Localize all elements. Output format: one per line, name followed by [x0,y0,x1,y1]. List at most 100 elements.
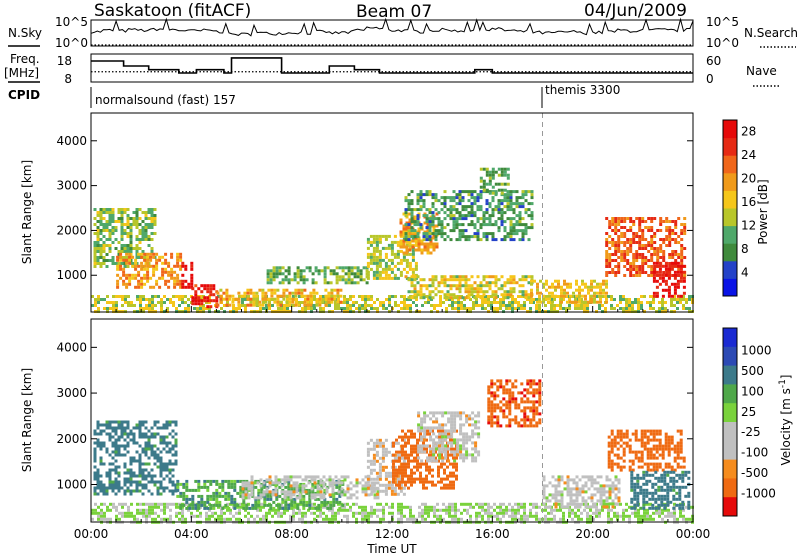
pixel-power-6 [305,278,309,282]
pixel-power-7 [375,249,379,253]
pixel-power-2 [155,252,159,256]
pixel-velocity-1 [114,465,118,469]
pixel-power-2 [176,258,180,262]
pixel-power-9 [503,296,507,300]
pixel-power-2 [158,285,162,289]
pixel-velocity-0 [268,508,271,512]
pixel-power-13 [644,247,648,250]
pixel-power-0 [562,298,565,301]
pixel-velocity-2 [332,500,336,504]
pixel-power-13 [656,229,660,232]
pixel-power-2 [164,261,168,265]
pixel-velocity-1 [102,441,106,445]
pixel-velocity-0 [589,508,592,512]
pixel-power-10 [506,208,510,212]
pixel-power-5 [273,288,277,292]
pixel-power-7 [384,276,388,280]
pixel-velocity-1 [150,474,154,478]
pixel-velocity-0 [448,508,451,512]
pixel-power-10 [461,199,465,203]
pixel-power-0 [112,301,115,304]
pixel-power-1 [120,214,124,217]
pixel-power-10 [482,211,486,215]
pixel-power-10 [476,196,480,200]
pixel-power-7 [390,240,394,244]
pixel-power-2 [128,258,132,262]
pixel-velocity-0 [319,508,322,512]
pixel-velocity-0 [223,505,226,509]
pixel-velocity-1 [117,483,121,487]
pixel-velocity-5 [404,453,407,457]
pixel-power-12 [554,294,557,298]
pixel-velocity-0 [115,514,118,518]
pixel-power-14 [673,288,677,292]
pixel-velocity-4 [381,453,385,457]
pixel-velocity-1 [114,477,118,481]
pixel-power-8 [435,212,439,216]
pixel-power-13 [644,256,648,259]
pixel-power-6 [359,275,363,279]
pixel-velocity-4 [393,456,397,460]
pixel-power-7 [393,240,397,244]
pixel-power-14 [658,267,662,271]
pixel-power-10 [509,226,513,230]
pixel-power-10 [428,220,432,224]
pixel-power-12 [551,294,554,298]
pixel-velocity-0 [562,517,565,521]
pixel-velocity-1 [126,426,130,430]
pixel-power-0 [157,295,160,298]
pixel-power-0 [562,307,565,310]
pixel-power-10 [509,196,513,200]
pixel-velocity-0 [451,514,454,518]
pixel-power-0 [388,301,391,304]
pixel-velocity-5 [425,486,428,490]
pixel-power-10 [416,223,420,227]
pixel-velocity-1 [102,483,106,487]
pixel-power-6 [296,269,300,273]
pixel-power-13 [683,217,687,220]
pixel-velocity-0 [553,517,556,521]
pixel-velocity-0 [526,517,529,521]
pixel-power-8 [435,242,439,246]
pixel-power-5 [324,294,328,298]
pixel-power-13 [662,241,666,244]
pixel-power-9 [521,275,525,279]
pixel-power-5 [309,297,313,301]
pixel-power-0 [475,298,478,301]
pixel-power-11 [488,176,492,180]
pixel-velocity-3 [322,493,326,497]
pixel-power-9 [449,284,453,288]
pixel-power-10 [512,232,516,236]
pixel-velocity-0 [106,517,109,521]
pixel-power-0 [238,295,241,298]
pixel-power-13 [644,244,648,247]
pixel-velocity-0 [589,514,592,518]
pixel-power-9 [482,293,486,297]
pixel-velocity-3 [250,478,254,482]
pixel-power-9 [509,281,513,285]
pixel-power-0 [349,304,352,307]
pixel-power-0 [244,304,247,307]
pixel-velocity-0 [571,517,574,521]
pixel-velocity-1 [168,489,172,493]
pixel-power-6 [326,266,330,270]
pixel-velocity-5 [434,456,437,460]
pixel-power-10 [410,199,414,203]
pixel-power-1 [117,208,121,211]
pixel-velocity-1 [156,489,160,493]
pixel-power-1 [117,253,121,256]
pixel-power-0 [493,298,496,301]
pixel-velocity-0 [661,517,664,521]
pixel-velocity-0 [238,502,241,506]
pixel-velocity-0 [433,511,436,515]
pixel-power-12 [584,282,587,286]
pixel-velocity-0 [334,511,337,515]
pixel-power-5 [225,288,229,292]
pixel-velocity-3 [322,496,326,500]
pixel-velocity-5 [428,453,431,457]
pixel-power-10 [419,196,423,200]
pixel-velocity-4 [378,483,382,487]
pixel-power-14 [673,282,677,286]
pixel-power-10 [407,193,411,197]
pixel-velocity-0 [151,502,154,506]
